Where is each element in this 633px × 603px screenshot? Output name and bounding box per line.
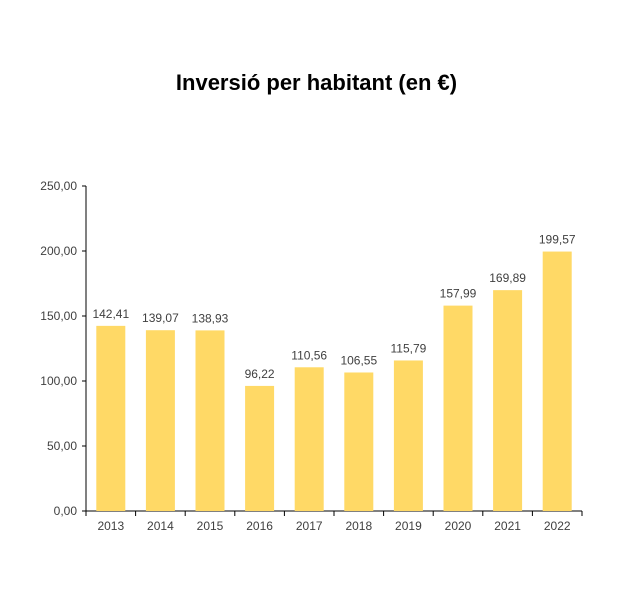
y-tick-label: 150,00 [40, 309, 77, 323]
x-tick-label: 2014 [147, 519, 174, 533]
x-tick-label: 2015 [197, 519, 224, 533]
x-tick-label: 2021 [494, 519, 521, 533]
bar [443, 305, 473, 511]
y-tick-label: 250,00 [40, 179, 77, 193]
bar [393, 360, 423, 511]
x-tick-label: 2020 [445, 519, 472, 533]
data-label: 106,55 [340, 353, 377, 367]
data-label: 142,41 [92, 307, 129, 321]
y-tick-label: 0,00 [54, 504, 78, 518]
x-tick-label: 2013 [97, 519, 124, 533]
bar [245, 385, 275, 511]
data-label: 96,22 [245, 367, 275, 381]
data-label: 139,07 [142, 311, 179, 325]
data-label: 199,57 [539, 233, 576, 247]
y-tick-label: 50,00 [47, 439, 77, 453]
chart-title: Inversió per habitant (en €) [175, 70, 458, 95]
data-label: 110,56 [291, 348, 327, 362]
x-tick-label: 2018 [345, 519, 372, 533]
bar [542, 251, 572, 511]
bar [344, 372, 374, 511]
y-tick-label: 200,00 [40, 244, 77, 258]
x-tick-label: 2022 [544, 519, 571, 533]
bar [493, 290, 523, 511]
data-label: 138,93 [192, 311, 229, 325]
data-label: 157,99 [440, 287, 477, 301]
bar [96, 325, 126, 511]
y-tick-label: 100,00 [40, 374, 77, 388]
bar [294, 367, 324, 511]
data-label: 115,79 [390, 341, 426, 355]
bar [145, 330, 175, 511]
x-tick-label: 2019 [395, 519, 422, 533]
x-tick-label: 2016 [246, 519, 273, 533]
bar [195, 330, 225, 511]
x-tick-label: 2017 [296, 519, 323, 533]
data-label: 169,89 [489, 271, 526, 285]
